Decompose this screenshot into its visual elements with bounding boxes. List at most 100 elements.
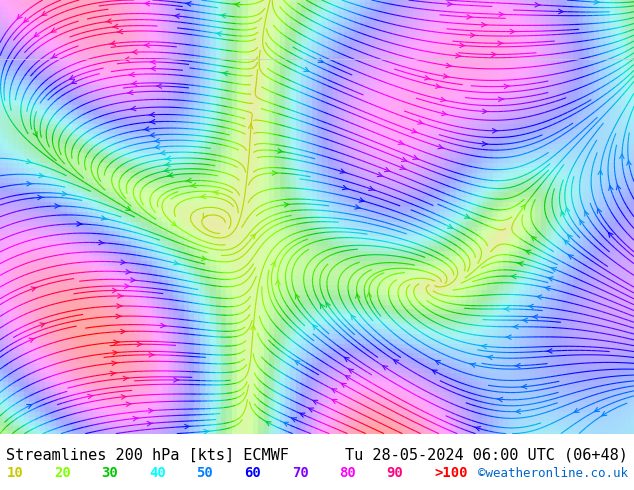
FancyArrowPatch shape — [532, 315, 538, 319]
FancyArrowPatch shape — [515, 409, 521, 414]
FancyArrowPatch shape — [292, 418, 297, 422]
FancyArrowPatch shape — [52, 53, 57, 58]
FancyArrowPatch shape — [200, 195, 206, 199]
FancyArrowPatch shape — [547, 277, 553, 281]
FancyArrowPatch shape — [498, 41, 503, 46]
FancyArrowPatch shape — [149, 133, 155, 137]
FancyArrowPatch shape — [547, 349, 552, 353]
FancyArrowPatch shape — [295, 294, 299, 299]
FancyArrowPatch shape — [160, 323, 166, 328]
FancyArrowPatch shape — [320, 304, 325, 309]
FancyArrowPatch shape — [174, 378, 179, 382]
FancyArrowPatch shape — [595, 408, 600, 412]
FancyArrowPatch shape — [456, 53, 462, 58]
FancyArrowPatch shape — [418, 120, 424, 124]
FancyArrowPatch shape — [355, 205, 361, 209]
FancyArrowPatch shape — [384, 168, 391, 172]
FancyArrowPatch shape — [124, 57, 129, 61]
FancyArrowPatch shape — [482, 142, 488, 146]
FancyArrowPatch shape — [443, 74, 449, 78]
FancyArrowPatch shape — [165, 156, 171, 161]
Text: >100: >100 — [434, 466, 468, 480]
FancyArrowPatch shape — [220, 14, 226, 18]
FancyArrowPatch shape — [110, 41, 115, 46]
FancyArrowPatch shape — [186, 178, 191, 183]
FancyArrowPatch shape — [567, 235, 573, 239]
FancyArrowPatch shape — [31, 287, 37, 291]
FancyArrowPatch shape — [326, 302, 330, 307]
FancyArrowPatch shape — [62, 192, 68, 196]
FancyArrowPatch shape — [411, 129, 418, 133]
FancyArrowPatch shape — [515, 364, 520, 368]
FancyArrowPatch shape — [164, 168, 169, 172]
FancyArrowPatch shape — [186, 2, 191, 6]
Text: 50: 50 — [197, 466, 213, 480]
FancyArrowPatch shape — [448, 2, 453, 6]
FancyArrowPatch shape — [72, 79, 77, 83]
FancyArrowPatch shape — [597, 208, 602, 214]
FancyArrowPatch shape — [525, 250, 531, 254]
FancyArrowPatch shape — [564, 240, 569, 245]
FancyArrowPatch shape — [137, 342, 143, 346]
FancyArrowPatch shape — [150, 120, 155, 124]
FancyArrowPatch shape — [545, 286, 550, 291]
FancyArrowPatch shape — [377, 172, 384, 176]
FancyArrowPatch shape — [341, 383, 346, 388]
FancyArrowPatch shape — [442, 111, 448, 116]
Text: ©weatheronline.co.uk: ©weatheronline.co.uk — [477, 467, 628, 480]
FancyArrowPatch shape — [40, 323, 46, 327]
FancyArrowPatch shape — [510, 274, 516, 279]
FancyArrowPatch shape — [531, 236, 536, 241]
FancyArrowPatch shape — [148, 409, 154, 413]
FancyArrowPatch shape — [559, 9, 564, 14]
FancyArrowPatch shape — [17, 14, 22, 19]
FancyArrowPatch shape — [149, 353, 155, 357]
FancyArrowPatch shape — [470, 33, 476, 37]
FancyArrowPatch shape — [147, 421, 153, 426]
FancyArrowPatch shape — [120, 329, 126, 334]
FancyArrowPatch shape — [460, 43, 465, 48]
Text: 20: 20 — [54, 466, 70, 480]
FancyArrowPatch shape — [124, 284, 130, 288]
FancyArrowPatch shape — [506, 335, 511, 340]
FancyArrowPatch shape — [26, 159, 32, 164]
FancyArrowPatch shape — [117, 304, 122, 308]
FancyArrowPatch shape — [112, 24, 118, 28]
FancyArrowPatch shape — [491, 52, 497, 57]
FancyArrowPatch shape — [167, 173, 173, 177]
Text: Tu 28-05-2024 06:00 UTC (06+48): Tu 28-05-2024 06:00 UTC (06+48) — [345, 448, 628, 463]
FancyArrowPatch shape — [332, 399, 337, 403]
FancyArrowPatch shape — [174, 14, 179, 18]
FancyArrowPatch shape — [160, 150, 165, 155]
FancyArrowPatch shape — [398, 140, 404, 145]
FancyArrowPatch shape — [602, 412, 607, 416]
FancyArrowPatch shape — [344, 357, 349, 362]
FancyArrowPatch shape — [216, 32, 221, 36]
FancyArrowPatch shape — [383, 366, 387, 370]
FancyArrowPatch shape — [585, 211, 589, 216]
FancyArrowPatch shape — [497, 397, 503, 402]
Text: 60: 60 — [244, 466, 261, 480]
FancyArrowPatch shape — [413, 155, 419, 159]
FancyArrowPatch shape — [499, 12, 505, 17]
FancyArrowPatch shape — [251, 325, 256, 330]
FancyArrowPatch shape — [616, 185, 621, 190]
FancyArrowPatch shape — [503, 307, 509, 311]
FancyArrowPatch shape — [349, 369, 354, 373]
FancyArrowPatch shape — [106, 19, 112, 23]
FancyArrowPatch shape — [203, 213, 207, 218]
FancyArrowPatch shape — [150, 66, 155, 71]
FancyArrowPatch shape — [126, 402, 132, 406]
FancyArrowPatch shape — [566, 207, 570, 212]
FancyArrowPatch shape — [481, 23, 487, 27]
FancyArrowPatch shape — [276, 280, 280, 285]
FancyArrowPatch shape — [87, 394, 93, 399]
FancyArrowPatch shape — [234, 2, 240, 7]
FancyArrowPatch shape — [609, 186, 613, 191]
FancyArrowPatch shape — [272, 171, 278, 175]
FancyArrowPatch shape — [528, 304, 533, 309]
FancyArrowPatch shape — [627, 161, 631, 165]
FancyArrowPatch shape — [313, 325, 318, 330]
FancyArrowPatch shape — [249, 123, 253, 129]
FancyArrowPatch shape — [204, 429, 210, 434]
